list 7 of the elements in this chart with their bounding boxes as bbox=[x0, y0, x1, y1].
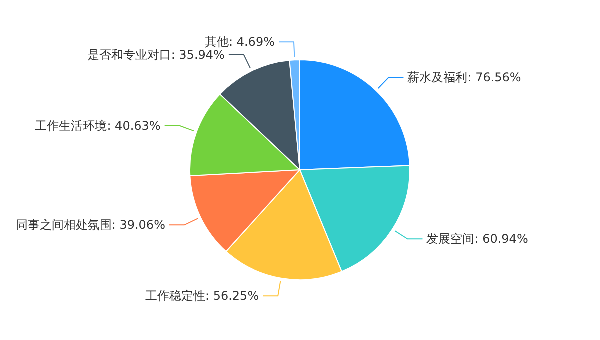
slice-label: 薪水及福利: 76.56% bbox=[408, 70, 522, 85]
slice-label: 工作生活环境: 40.63% bbox=[35, 118, 161, 133]
slice-label: 同事之间相处氛围: 39.06% bbox=[16, 218, 166, 232]
slice-label: 发展空间: 60.94% bbox=[426, 232, 528, 246]
slice-label: 工作稳定性: 56.25% bbox=[145, 289, 260, 304]
slice-label: 其他: 4.69% bbox=[205, 35, 275, 50]
slice-label: 是否和专业对口: 35.94% bbox=[87, 48, 225, 62]
